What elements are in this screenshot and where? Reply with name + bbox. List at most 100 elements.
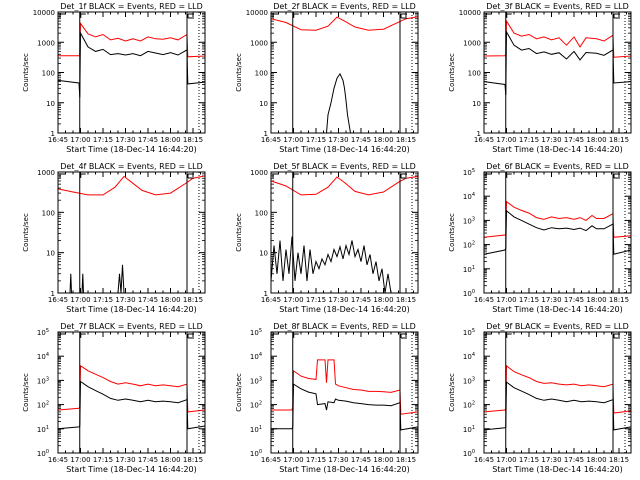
x-axis-label: Start Time (18-Dec-14 16:44:20) xyxy=(279,145,410,154)
x-tick-label: 16:45 xyxy=(261,456,281,464)
plot-frame xyxy=(270,171,419,294)
x-tick-label: 18:00 xyxy=(160,136,180,144)
x-tick-label: 17:45 xyxy=(564,136,584,144)
y-tick-label: 1000 xyxy=(250,39,268,47)
y-tick-label: 10000 xyxy=(459,9,481,17)
end-bracket-mark xyxy=(400,13,407,19)
y-axis-label: Counts/sec xyxy=(22,213,30,252)
y-tick-label: 10 xyxy=(46,100,55,108)
x-tick-label: 17:45 xyxy=(564,456,584,464)
start-bracket-mark xyxy=(485,173,512,178)
x-tick-label: 18:00 xyxy=(373,456,393,464)
panel-title: Det_1f BLACK = Events, RED = LLD xyxy=(60,2,203,11)
x-tick-label: 17:45 xyxy=(138,136,158,144)
x-axis-label: Start Time (18-Dec-14 16:44:20) xyxy=(279,305,410,314)
start-bracket-mark xyxy=(485,333,512,338)
series-line-lld xyxy=(57,364,206,413)
plot-frame xyxy=(270,11,419,134)
y-tick-label: 101 xyxy=(463,265,475,274)
x-tick-label: 18:00 xyxy=(586,456,606,464)
x-tick-label: 17:15 xyxy=(519,456,539,464)
y-tick-label: 100 xyxy=(250,449,262,458)
plot-frame xyxy=(57,331,206,454)
start-bracket-mark xyxy=(59,13,86,18)
y-axis-label: Counts/sec xyxy=(448,213,456,252)
series-line-events xyxy=(57,31,206,98)
series-line-events xyxy=(69,264,125,294)
panel-5: Det_5f BLACK = Events, RED = LLD Counts/s… xyxy=(235,162,419,314)
x-tick-label: 18:00 xyxy=(586,296,606,304)
y-tick-label: 10000 xyxy=(246,9,268,17)
series-line-lld xyxy=(270,175,419,196)
plot-frame xyxy=(270,331,419,454)
start-bracket-mark xyxy=(272,173,299,178)
series-line-events xyxy=(483,381,632,431)
x-tick-label: 17:30 xyxy=(328,136,348,144)
y-tick-label: 100 xyxy=(42,70,55,78)
x-tick-label: 18:15 xyxy=(183,136,203,144)
y-tick-label: 100 xyxy=(255,70,268,78)
end-bracket-mark xyxy=(613,333,620,339)
x-tick-label: 17:15 xyxy=(306,456,326,464)
y-axis-label: Counts/sec xyxy=(22,53,30,92)
y-tick-label: 102 xyxy=(463,241,475,250)
y-axis-label: Counts/sec xyxy=(448,373,456,412)
panel-title: Det_9f BLACK = Events, RED = LLD xyxy=(486,322,629,331)
x-tick-label: 18:15 xyxy=(609,456,629,464)
x-tick-label: 17:30 xyxy=(541,136,561,144)
x-tick-label: 18:15 xyxy=(396,296,416,304)
end-bracket-mark xyxy=(187,173,194,179)
x-tick-label: 18:00 xyxy=(160,296,180,304)
x-tick-label: 17:45 xyxy=(138,456,158,464)
y-tick-label: 105 xyxy=(37,328,49,337)
x-tick-label: 17:45 xyxy=(564,296,584,304)
plot-frame xyxy=(483,11,632,134)
end-bracket-mark xyxy=(400,333,407,339)
x-tick-label: 18:00 xyxy=(373,136,393,144)
series-line-lld xyxy=(483,19,632,58)
start-bracket-mark xyxy=(272,333,299,338)
y-tick-label: 104 xyxy=(250,352,262,361)
x-tick-label: 17:30 xyxy=(541,296,561,304)
series-line-events xyxy=(57,380,206,430)
x-axis-label: Start Time (18-Dec-14 16:44:20) xyxy=(492,145,623,154)
x-axis-label: Start Time (18-Dec-14 16:44:20) xyxy=(279,465,410,474)
panel-title: Det_2f BLACK = Events, RED = LLD xyxy=(273,2,416,11)
x-tick-label: 16:45 xyxy=(261,296,281,304)
x-tick-label: 18:00 xyxy=(160,456,180,464)
panel-6: Det_6f BLACK = Events, RED = LLD Counts/s… xyxy=(448,162,632,314)
panel-8: Det_8f BLACK = Events, RED = LLD Counts/s… xyxy=(235,322,419,474)
x-tick-label: 17:00 xyxy=(283,136,303,144)
y-axis-label: Counts/sec xyxy=(235,213,243,252)
x-axis-label: Start Time (18-Dec-14 16:44:20) xyxy=(492,465,623,474)
x-tick-label: 17:15 xyxy=(519,296,539,304)
y-tick-label: 101 xyxy=(250,425,262,434)
x-tick-label: 17:45 xyxy=(351,136,371,144)
end-bracket-mark xyxy=(187,13,194,19)
y-tick-label: 1000 xyxy=(37,39,55,47)
y-tick-label: 105 xyxy=(463,168,475,177)
series-line-lld xyxy=(57,175,206,196)
plot-frame xyxy=(483,171,632,294)
panel-7: Det_7f BLACK = Events, RED = LLD Counts/s… xyxy=(22,322,206,474)
y-tick-label: 103 xyxy=(463,216,475,225)
panel-title: Det_6f BLACK = Events, RED = LLD xyxy=(486,162,629,171)
y-tick-label: 10000 xyxy=(33,9,55,17)
panel-title: Det_4f BLACK = Events, RED = LLD xyxy=(60,162,203,171)
panel-4: Det_4f BLACK = Events, RED = LLD Counts/s… xyxy=(22,162,206,314)
panel-title: Det_8f BLACK = Events, RED = LLD xyxy=(273,322,416,331)
end-bracket-mark xyxy=(613,173,620,179)
start-bracket-mark xyxy=(485,13,512,18)
end-bracket-mark xyxy=(400,173,407,179)
panel-2: Det_2f BLACK = Events, RED = LLD Counts/s… xyxy=(235,2,419,154)
y-axis-label: Counts/sec xyxy=(235,53,243,92)
series-line-events xyxy=(326,72,351,134)
y-tick-label: 103 xyxy=(463,376,475,385)
x-tick-label: 18:00 xyxy=(373,296,393,304)
x-tick-label: 17:30 xyxy=(115,456,135,464)
y-tick-label: 100 xyxy=(37,449,49,458)
x-tick-label: 17:00 xyxy=(496,136,516,144)
x-tick-label: 17:00 xyxy=(70,296,90,304)
y-tick-label: 101 xyxy=(37,425,49,434)
y-tick-label: 1 xyxy=(264,290,268,298)
